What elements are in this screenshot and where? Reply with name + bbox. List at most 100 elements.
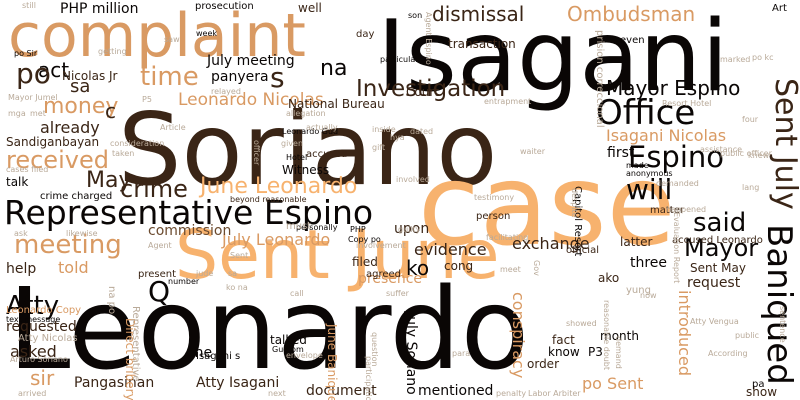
- word-court: Court: [406, 85, 439, 99]
- word-actually: actually: [306, 123, 338, 132]
- word-atty-vengua: Atty Vengua: [690, 317, 739, 326]
- word-commission: commission: [148, 223, 232, 239]
- word-c: c: [105, 99, 116, 123]
- word-arrived: arrived: [18, 389, 47, 398]
- word-soriano: Soriano: [118, 91, 498, 208]
- word-leonardo-copy: Leonardo Copy: [6, 305, 82, 316]
- word-espino: Espino: [628, 140, 725, 174]
- word-given: given: [281, 139, 304, 148]
- word-introduced: introduced: [675, 290, 694, 376]
- word-po-kc: po kc: [752, 53, 774, 62]
- word-made: made: [626, 161, 649, 170]
- word-official: official: [566, 245, 599, 256]
- word-php: PHP: [350, 225, 366, 234]
- word-po-sir: po Sir: [14, 49, 38, 58]
- word-will: will: [626, 173, 673, 206]
- word-lang: lang: [742, 183, 760, 192]
- word-sent-may: Sent May: [690, 261, 746, 275]
- word-accused: accused: [306, 149, 348, 160]
- word-dated: dated: [410, 127, 434, 136]
- word-hya: hya: [390, 133, 405, 142]
- word-complaint: complaint: [8, 1, 306, 71]
- word-text-message: text message: [6, 315, 61, 324]
- word-q: Q: [148, 275, 171, 308]
- word-agent: Agent: [148, 241, 172, 250]
- word-transaction: transaction: [448, 37, 516, 51]
- word-prision-correccional: prision correccional: [594, 30, 605, 128]
- word-consideration: consideration: [110, 139, 165, 148]
- word-ako: ako: [598, 271, 620, 285]
- word-entrapment: entrapment: [484, 97, 532, 106]
- word-four: four: [742, 115, 759, 124]
- word-talk: talk: [6, 175, 29, 189]
- word-yung: yung: [626, 285, 651, 296]
- word-latter: latter: [620, 235, 653, 249]
- word-june-leonardo: June Leonardo: [200, 174, 358, 199]
- word-waiter: waiter: [520, 147, 546, 156]
- word-guilty: guilty: [398, 225, 421, 234]
- word-cong: cong: [444, 259, 474, 273]
- word-asked: asked: [10, 342, 57, 361]
- word-accused-leonardo: accused Leonardo: [672, 235, 763, 246]
- word-talked: talked: [270, 333, 307, 347]
- word-present: present: [138, 269, 177, 280]
- word-agent-espino: Agent Espino: [424, 12, 433, 65]
- word-pa: pa: [752, 379, 765, 390]
- word-atty: Atty: [6, 291, 60, 321]
- word-sa: sa: [228, 269, 238, 278]
- word-sent-july: Sent July: [768, 78, 800, 210]
- word-number: number: [168, 277, 200, 286]
- word-dismissal: dismissal: [432, 2, 525, 26]
- word-article: Article: [160, 123, 186, 132]
- word-facilitating: facilitating: [486, 233, 529, 242]
- word-baniqued: Baniqued: [759, 224, 799, 385]
- word-must: must: [286, 221, 312, 232]
- word-public: public: [735, 331, 760, 340]
- word-presence: presence: [358, 271, 423, 287]
- word-knew: knew: [748, 151, 770, 160]
- word-atty-isagani: Atty Isagani: [196, 375, 280, 391]
- word-leonardo-gud: Leonardo Gud: [282, 127, 339, 136]
- word-po-sent: po Sent: [582, 374, 644, 393]
- word-filed: filed: [352, 255, 378, 269]
- word-week: week: [196, 29, 218, 38]
- word-gov: Gov: [532, 260, 541, 276]
- word-jude: jude: [196, 269, 214, 278]
- word-isagani-nicolas: Isagani Nicolas: [606, 126, 727, 145]
- word-call: call: [290, 289, 304, 298]
- word-meeting: meeting: [14, 230, 122, 260]
- word-reasonable-doubt: reasonable doubt: [602, 300, 611, 370]
- word-involved: involved: [396, 175, 430, 184]
- word-envelope: envelope: [286, 351, 323, 360]
- word-well: well: [298, 1, 322, 15]
- word-day: day: [356, 29, 375, 40]
- word-representative-espino: Representative Espino: [4, 193, 374, 232]
- word-help: help: [6, 261, 37, 277]
- word-resort-hotel: Resort Hotel: [662, 99, 712, 108]
- word-involvement: involvement: [356, 241, 406, 250]
- word-case: case: [418, 141, 676, 271]
- word-ask: ask: [14, 229, 28, 238]
- word-mayor: Mayor: [684, 234, 759, 262]
- word-question: question: [370, 332, 379, 367]
- word-order: order: [527, 357, 559, 371]
- word-public-officer: public officer: [720, 149, 772, 158]
- word-likewise: likewise: [66, 229, 98, 238]
- word-particular: particular: [380, 55, 419, 64]
- word-office: Office: [596, 93, 696, 133]
- word-fact: fact: [552, 333, 575, 347]
- word-said: said: [693, 208, 747, 238]
- word-according: According: [708, 349, 748, 358]
- word-saw: saw: [164, 35, 180, 44]
- word-panyera: panyera: [211, 69, 269, 85]
- word-witness: Witness: [282, 163, 330, 177]
- word-person: person: [476, 211, 511, 222]
- word-told: told: [58, 258, 89, 277]
- word-document: document: [306, 383, 377, 399]
- word-received: received: [6, 146, 109, 174]
- word-getting: getting: [98, 47, 127, 56]
- word-demand: demand: [614, 336, 623, 369]
- word-sir: sir: [30, 366, 55, 390]
- word-leonardo: Leonardo: [8, 265, 530, 395]
